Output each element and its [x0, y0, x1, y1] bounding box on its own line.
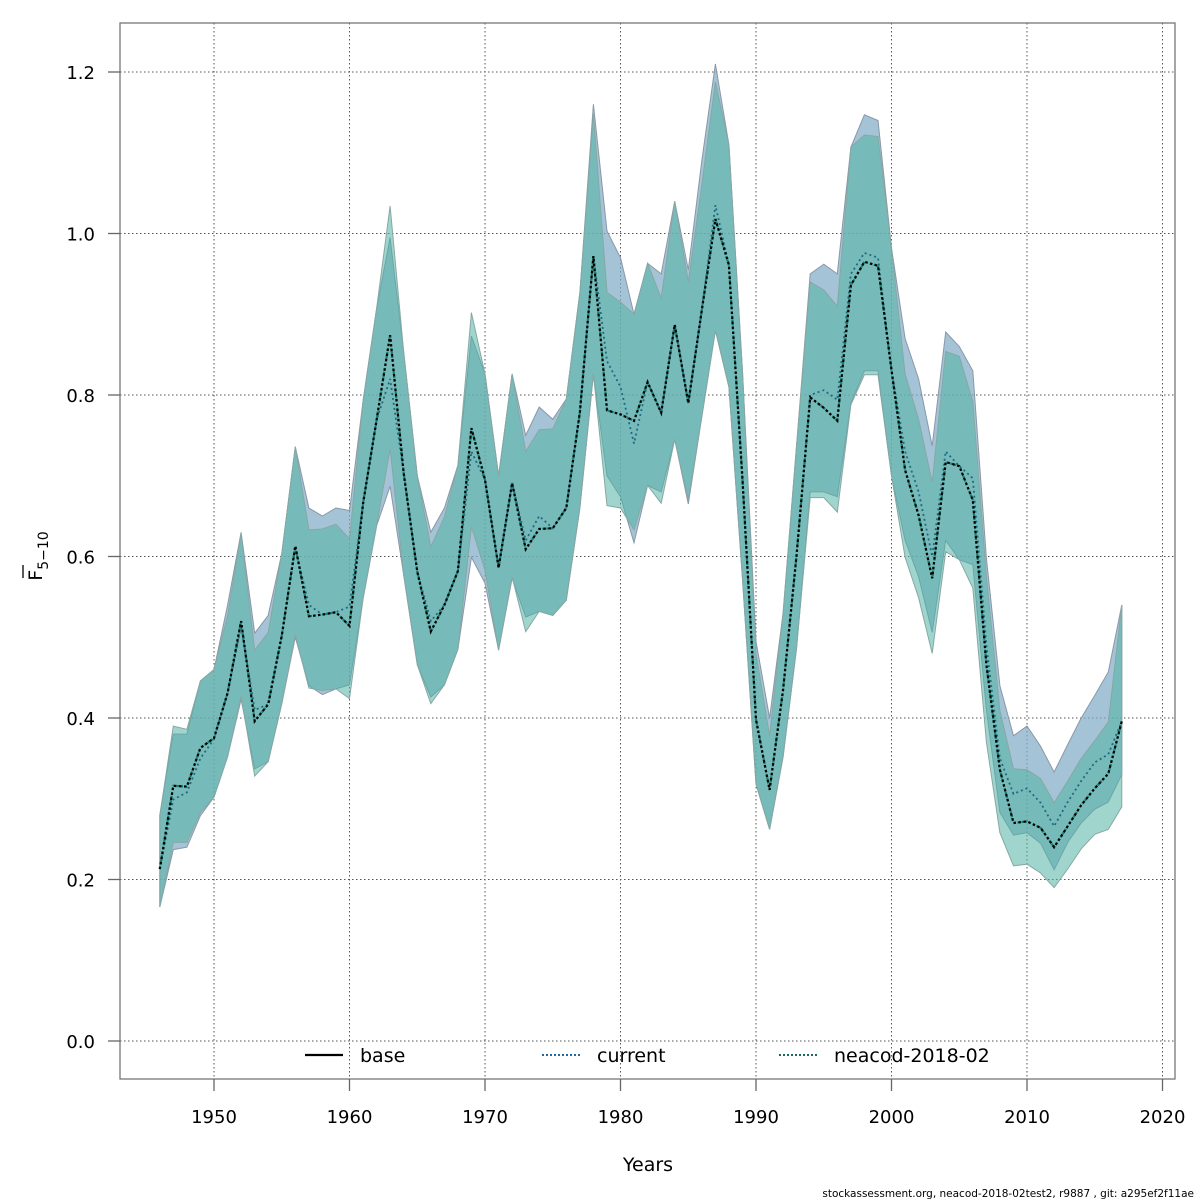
legend-label-base: base: [360, 1045, 405, 1067]
x-tick-label: 2000: [869, 1107, 915, 1128]
x-tick-label: 1980: [598, 1107, 644, 1128]
legend: base current neacod-2018-02: [305, 1045, 990, 1067]
x-tick-label: 2010: [1004, 1107, 1050, 1128]
y-axis-title-main: F: [25, 570, 47, 581]
y-tick-label: 0.4: [66, 709, 95, 730]
x-tick-label: 1970: [462, 1107, 508, 1128]
y-tick-label: 0.2: [66, 871, 95, 892]
confidence-bands: [159, 63, 1123, 908]
y-tick-label: 0.0: [66, 1032, 95, 1053]
grid: [120, 23, 1175, 1079]
y-axis-title: F5−10: [22, 531, 52, 581]
legend-label-current: current: [597, 1045, 666, 1067]
y-tick-label: 0.8: [66, 386, 95, 407]
y-axis-title-sub: 5−10: [36, 531, 52, 569]
y-tick-label: 0.6: [66, 548, 95, 569]
footer-credit: stockassessment.org, neacod-2018-02test2…: [822, 1188, 1194, 1200]
y-axis: 0.0 0.2 0.4 0.6 0.8 1.0 1.2: [66, 63, 120, 1053]
series-line-base: [158, 218, 1123, 870]
x-axis-title: Years: [622, 1154, 673, 1176]
plot-frame: [119, 22, 1176, 1080]
x-tick-label: 1950: [191, 1107, 237, 1128]
x-axis: 1950 1960 1970 1980 1990 2000 2010 2020: [191, 1079, 1185, 1128]
x-tick-label: 1960: [327, 1107, 373, 1128]
legend-label-neacod: neacod-2018-02: [834, 1045, 990, 1067]
y-tick-label: 1.2: [66, 63, 95, 84]
svg-text:F5−10: F5−10: [25, 531, 52, 580]
series-lines: [158, 205, 1123, 870]
x-tick-label: 1990: [733, 1107, 779, 1128]
x-tick-label: 2020: [1140, 1107, 1186, 1128]
y-tick-label: 1.0: [66, 225, 95, 246]
